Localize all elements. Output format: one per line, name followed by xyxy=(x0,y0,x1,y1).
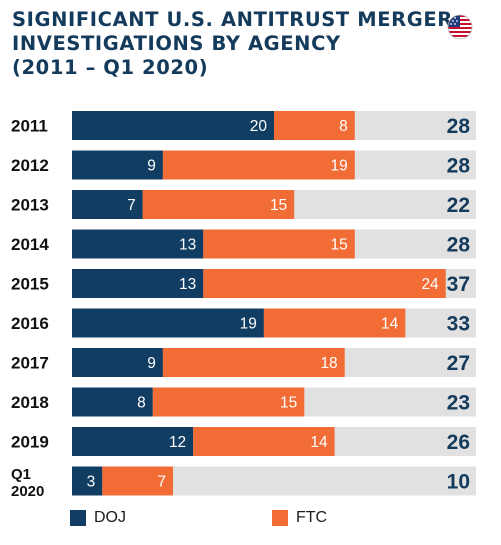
bar-ftc xyxy=(203,229,355,259)
bar-doj xyxy=(72,308,264,338)
total-label: 23 xyxy=(447,392,470,415)
chart-title: SIGNIFICANT U.S. ANTITRUST MERGER INVEST… xyxy=(12,8,453,80)
data-label-doj: 19 xyxy=(240,316,257,333)
legend-label-ftc: FTC xyxy=(296,509,328,526)
data-label-doj: 9 xyxy=(147,158,156,175)
category-label-line: Q1 xyxy=(11,466,31,483)
bar-ftc xyxy=(162,348,345,377)
data-label-ftc: 18 xyxy=(320,355,337,372)
data-label-doj: 13 xyxy=(179,276,196,293)
bar-ftc xyxy=(162,150,355,180)
category-label: Q1 2020 xyxy=(11,466,44,500)
total-label: 37 xyxy=(447,273,470,296)
data-label-ftc: 7 xyxy=(157,474,166,491)
bar-ftc xyxy=(142,190,295,219)
bar-ftc xyxy=(203,269,446,298)
bar-ftc xyxy=(152,387,305,417)
bar-doj xyxy=(72,466,103,496)
bar-doj xyxy=(72,348,163,377)
data-label-ftc: 15 xyxy=(280,395,297,412)
us-flag-icon xyxy=(447,14,473,40)
total-label: 22 xyxy=(447,194,470,217)
category-label: 2019 xyxy=(11,433,49,452)
legend-swatch-ftc xyxy=(272,510,288,526)
data-label-doj: 9 xyxy=(147,355,156,372)
category-label: 2018 xyxy=(11,393,49,412)
bar-doj xyxy=(72,269,204,298)
data-label-ftc: 14 xyxy=(381,316,399,333)
bar-ftc xyxy=(193,427,335,456)
chart-title-line-2: INVESTIGATIONS BY AGENCY xyxy=(12,32,341,55)
category-label: 2015 xyxy=(11,275,49,294)
bar-doj xyxy=(72,111,274,140)
bar-ftc xyxy=(274,111,355,140)
chart-title-line-3: (2011 – Q1 2020) xyxy=(12,56,209,79)
total-label: 28 xyxy=(447,155,471,178)
category-label: 2011 xyxy=(11,117,48,136)
bar-doj xyxy=(72,427,194,456)
category-label: 2017 xyxy=(11,354,49,373)
total-label: 26 xyxy=(447,431,470,454)
legend-swatch-doj xyxy=(70,510,86,526)
bar-doj xyxy=(72,150,163,180)
data-label-doj: 8 xyxy=(137,395,146,412)
category-label: 2012 xyxy=(11,156,49,175)
bar-ftc xyxy=(102,466,173,496)
data-label-doj: 7 xyxy=(127,197,136,214)
bar-doj xyxy=(72,190,143,219)
data-label-doj: 12 xyxy=(169,434,186,451)
bar-ftc xyxy=(263,308,406,338)
total-label: 33 xyxy=(447,313,470,336)
data-label-ftc: 19 xyxy=(331,158,348,175)
data-label-ftc: 15 xyxy=(331,237,348,254)
data-label-ftc: 8 xyxy=(339,118,348,135)
category-label: 2016 xyxy=(11,314,49,333)
data-label-ftc: 15 xyxy=(270,197,287,214)
category-label: 2014 xyxy=(11,235,49,254)
category-label: 2013 xyxy=(11,196,49,215)
total-label: 27 xyxy=(447,352,470,375)
total-label: 28 xyxy=(447,234,471,257)
category-label-line: 2020 xyxy=(11,483,44,500)
data-label-ftc: 14 xyxy=(310,434,328,451)
legend-label-doj: DOJ xyxy=(94,509,126,526)
data-label-doj: 13 xyxy=(179,237,196,254)
total-label: 28 xyxy=(447,115,471,138)
bar-doj xyxy=(72,387,153,417)
data-label-doj: 3 xyxy=(87,474,96,491)
data-label-doj: 20 xyxy=(250,118,268,135)
data-label-ftc: 24 xyxy=(421,276,439,293)
chart-title-line-1: SIGNIFICANT U.S. ANTITRUST MERGER xyxy=(12,8,453,31)
bar-doj xyxy=(72,229,204,259)
total-label: 10 xyxy=(447,471,470,494)
